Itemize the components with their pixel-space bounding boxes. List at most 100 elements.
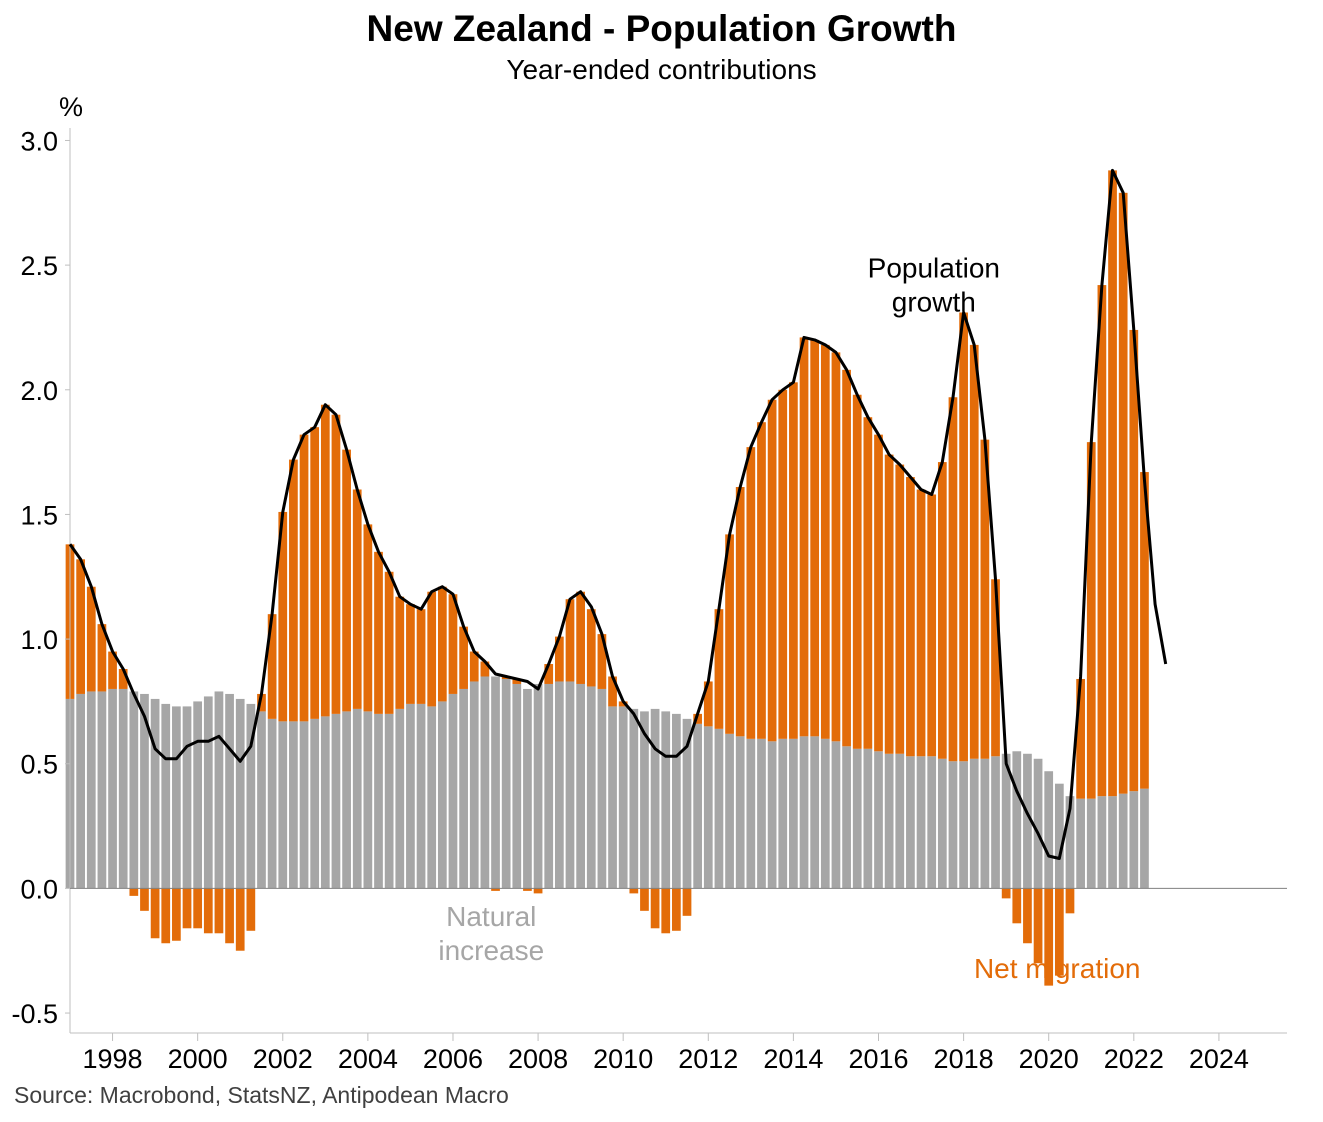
natural-increase-bar xyxy=(597,688,607,889)
x-tick-label: 2020 xyxy=(1019,1044,1079,1074)
net-migration-bar xyxy=(948,397,958,762)
x-tick-label: 2006 xyxy=(423,1044,483,1074)
net-migration-bar xyxy=(863,417,873,749)
y-tick-label: 2.0 xyxy=(20,376,58,406)
net-migration-bar xyxy=(735,487,745,737)
natural-increase-bar xyxy=(406,703,415,889)
x-tick-label: 2024 xyxy=(1189,1044,1249,1074)
net-migration-bar xyxy=(235,888,245,951)
annotation-label: Population growth xyxy=(868,253,1000,318)
y-tick-label: 0.0 xyxy=(20,874,58,904)
net-migration-bar xyxy=(437,586,447,702)
net-migration-bar xyxy=(289,459,298,722)
net-migration-bar xyxy=(469,651,479,682)
net-migration-bar xyxy=(799,337,809,737)
net-migration-bar xyxy=(852,394,862,749)
net-migration-bar xyxy=(1076,678,1085,799)
natural-increase-bar xyxy=(650,708,660,889)
natural-increase-bar xyxy=(193,701,203,889)
natural-increase-bar xyxy=(267,718,277,889)
natural-increase-bar xyxy=(342,711,351,889)
natural-increase-bar xyxy=(533,683,543,889)
x-tick-label: 2014 xyxy=(763,1044,823,1074)
net-migration-bar xyxy=(1023,888,1032,944)
net-migration-bar xyxy=(150,888,160,939)
natural-increase-bar xyxy=(289,721,298,889)
natural-increase-bar xyxy=(895,753,905,889)
net-migration-bar xyxy=(1044,888,1054,986)
net-migration-bar xyxy=(608,676,617,707)
natural-increase-bar xyxy=(852,748,862,889)
natural-increase-bar xyxy=(374,713,383,889)
natural-increase-bar xyxy=(746,738,756,889)
net-migration-bar xyxy=(352,489,362,709)
x-tick-label: 2018 xyxy=(934,1044,994,1074)
natural-increase-bar xyxy=(1001,753,1011,889)
net-migration-bar xyxy=(980,439,990,759)
natural-increase-bar xyxy=(969,758,979,889)
natural-increase-bar xyxy=(299,721,309,889)
net-migration-bar xyxy=(661,888,671,934)
natural-increase-bar xyxy=(980,758,990,889)
natural-increase-bar xyxy=(1108,796,1117,889)
net-migration-bar xyxy=(491,888,500,891)
natural-increase-bar xyxy=(714,728,724,889)
net-migration-bar xyxy=(672,888,681,931)
natural-increase-bar xyxy=(97,691,107,889)
natural-increase-bar xyxy=(735,736,745,889)
natural-increase-bar xyxy=(459,688,468,889)
natural-increase-bar xyxy=(129,691,139,889)
natural-increase-bar xyxy=(161,703,171,889)
natural-increase-bar xyxy=(1012,751,1022,889)
net-migration-bar xyxy=(959,312,968,762)
net-migration-bar xyxy=(906,477,915,757)
labels-layer: 3.0 2.5 2.0 1.5 1.0 0.5 0.0 -0.5% 1998 2000 2002 20… xyxy=(11,92,1248,1074)
natural-increase-bar xyxy=(874,751,883,889)
y-tick-label: 3.0 xyxy=(20,126,58,156)
natural-increase-bar xyxy=(991,756,1000,889)
y-tick-label: 2.5 xyxy=(20,251,58,281)
natural-increase-bar xyxy=(565,681,575,889)
net-migration-bar xyxy=(480,661,490,677)
natural-increase-bar xyxy=(448,693,458,889)
net-migration-bar xyxy=(193,888,203,929)
natural-increase-bar xyxy=(757,738,766,889)
net-migration-bar xyxy=(363,524,373,712)
net-migration-bar xyxy=(597,634,607,689)
net-migration-bar xyxy=(874,434,883,752)
x-tick-label: 1998 xyxy=(83,1044,143,1074)
x-tick-label: 2000 xyxy=(168,1044,228,1074)
natural-increase-bar xyxy=(884,753,894,889)
natural-increase-bar xyxy=(1097,796,1107,889)
natural-increase-bar xyxy=(1065,796,1075,889)
natural-increase-bar xyxy=(586,686,596,889)
natural-increase-bar xyxy=(842,746,851,889)
natural-increase-bar xyxy=(661,711,671,889)
natural-increase-bar xyxy=(937,758,947,889)
net-migration-bar xyxy=(565,599,575,682)
annotation-line: Natural xyxy=(446,901,536,932)
natural-increase-bar xyxy=(469,681,479,889)
natural-increase-bar xyxy=(523,688,532,889)
natural-increase-bar xyxy=(491,676,500,889)
natural-increase-bar xyxy=(501,678,511,889)
natural-increase-bar xyxy=(1140,788,1149,889)
net-migration-bar xyxy=(406,604,415,704)
natural-increase-bar xyxy=(789,738,798,889)
natural-increase-bar xyxy=(1118,793,1128,889)
net-migration-bar xyxy=(267,614,277,719)
net-migration-bar xyxy=(757,422,766,739)
natural-increase-bar xyxy=(352,708,362,889)
net-migration-bar xyxy=(725,534,734,734)
natural-increase-bar xyxy=(235,698,245,889)
net-migration-bar xyxy=(842,369,851,747)
net-migration-bar xyxy=(310,427,320,719)
net-migration-bar xyxy=(586,609,596,687)
net-migration-bar xyxy=(969,344,979,759)
net-migration-bar xyxy=(97,624,107,692)
natural-increase-bar xyxy=(437,701,447,889)
natural-increase-bar xyxy=(618,706,628,889)
y-tick-label: 1.5 xyxy=(20,500,58,530)
net-migration-bar xyxy=(554,636,564,682)
